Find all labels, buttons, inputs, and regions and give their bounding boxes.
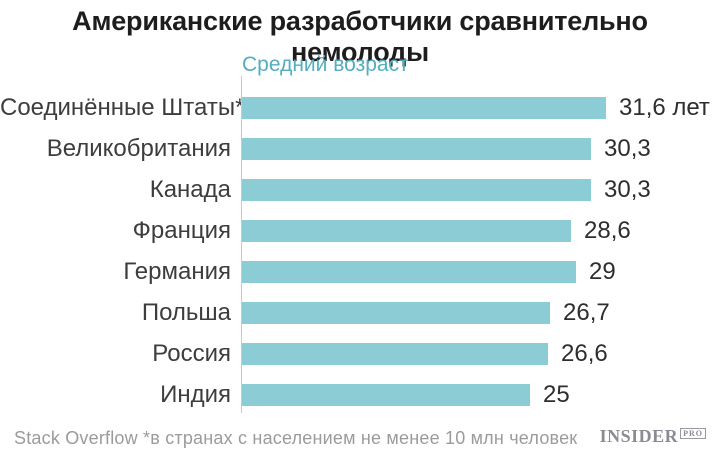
- bar: [242, 137, 591, 160]
- category-label: Канада: [149, 175, 231, 203]
- bar: [242, 302, 550, 325]
- chart-row: Канада 30,3: [0, 169, 720, 210]
- chart-title: Американские разработчики сравнительно н…: [72, 6, 648, 67]
- chart-row: Франция 28,6: [0, 210, 720, 251]
- chart-row: Германия 29: [0, 251, 720, 292]
- value-label: 29: [589, 257, 616, 285]
- logo-pro-badge: PRO: [680, 428, 706, 439]
- bar: [242, 384, 530, 407]
- axis-line: [241, 76, 242, 413]
- chart-row: Индия 25: [0, 375, 720, 416]
- category-label: Великобритания: [46, 134, 231, 162]
- value-label: 25: [543, 381, 570, 409]
- bar: [242, 219, 571, 242]
- value-label: 28,6: [584, 216, 631, 244]
- category-label: Польша: [141, 299, 231, 327]
- bar: [242, 178, 591, 201]
- chart-row: Польша 26,7: [0, 292, 720, 333]
- category-label: Россия: [152, 340, 231, 368]
- value-label: 31,6 лет: [619, 93, 710, 121]
- value-label: 30,3: [604, 175, 651, 203]
- category-label: Франция: [132, 216, 231, 244]
- bar: [242, 343, 548, 366]
- bar-chart: Соединённые Штаты* 31,6 лет Великобритан…: [0, 76, 720, 416]
- value-label: 26,6: [561, 340, 608, 368]
- value-label: 26,7: [563, 299, 610, 327]
- chart-row: Великобритания 30,3: [0, 128, 720, 169]
- category-label: Индия: [160, 381, 231, 409]
- bar-rows: Соединённые Штаты* 31,6 лет Великобритан…: [0, 87, 720, 416]
- footer: Stack Overflow *в странах с населением н…: [14, 426, 706, 449]
- category-label: Соединённые Штаты*: [0, 93, 245, 121]
- chart-row: Соединённые Штаты* 31,6 лет: [0, 87, 720, 128]
- bar: [242, 96, 606, 119]
- insider-pro-logo: INSIDER PRO: [600, 426, 706, 449]
- chart-row: Россия 26,6: [0, 334, 720, 375]
- category-label: Германия: [123, 257, 231, 285]
- source-note: Stack Overflow *в странах с населением н…: [14, 428, 578, 448]
- bar: [242, 260, 576, 283]
- logo-name: INSIDER: [599, 426, 679, 446]
- value-label: 30,3: [604, 134, 651, 162]
- chart-subtitle: Средний возраст: [242, 53, 409, 76]
